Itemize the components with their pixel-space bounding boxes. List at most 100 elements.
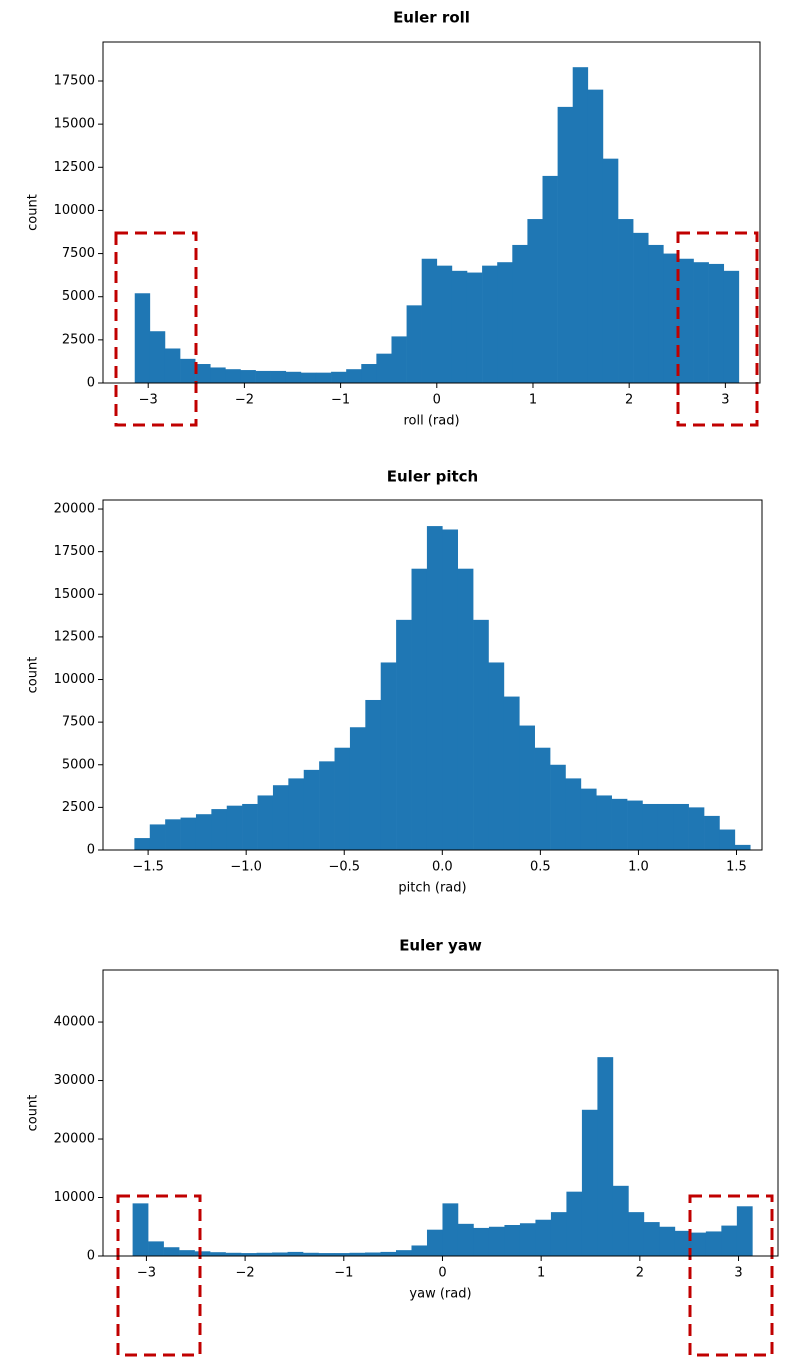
bar bbox=[642, 803, 659, 850]
bar bbox=[225, 1252, 242, 1256]
bar bbox=[411, 1245, 428, 1256]
x-tick-label: 0 bbox=[438, 1266, 446, 1281]
bar bbox=[643, 1222, 660, 1256]
bar bbox=[618, 219, 634, 383]
bar bbox=[457, 1223, 474, 1256]
bar bbox=[288, 778, 305, 850]
bar bbox=[331, 371, 347, 383]
bar bbox=[473, 619, 489, 850]
y-tick-label: 0 bbox=[87, 843, 95, 858]
bar bbox=[723, 270, 740, 383]
bar bbox=[542, 175, 558, 383]
axes-frame bbox=[102, 41, 761, 384]
bar bbox=[719, 829, 736, 850]
bar bbox=[256, 1252, 273, 1256]
chart-title: Euler pitch bbox=[387, 468, 478, 486]
x-tick-label: −1.5 bbox=[132, 860, 164, 875]
x-tick-label: 2 bbox=[625, 393, 633, 408]
x-tick-label: −1 bbox=[334, 1266, 353, 1281]
bar bbox=[255, 370, 271, 383]
bar bbox=[534, 747, 551, 850]
highlight-box bbox=[676, 231, 759, 427]
bar bbox=[663, 253, 679, 383]
x-tick-label: −1 bbox=[331, 393, 350, 408]
y-tick-label: 2500 bbox=[62, 332, 95, 347]
bar bbox=[633, 232, 649, 383]
y-tick-label: 10000 bbox=[54, 203, 95, 218]
bar bbox=[488, 662, 505, 850]
bar bbox=[241, 1253, 257, 1256]
bar bbox=[270, 370, 287, 383]
x-tick-label: 0 bbox=[433, 393, 441, 408]
y-tick-label: 7500 bbox=[62, 246, 95, 261]
bar bbox=[149, 331, 166, 383]
bar bbox=[705, 1231, 722, 1256]
bar bbox=[503, 696, 520, 850]
bar bbox=[596, 795, 612, 850]
bar bbox=[442, 529, 459, 850]
bar bbox=[300, 372, 317, 383]
bar bbox=[334, 1253, 350, 1256]
x-tick-label: −3 bbox=[137, 1266, 156, 1281]
bar bbox=[612, 1185, 629, 1256]
bar bbox=[164, 348, 181, 383]
bar bbox=[195, 814, 212, 850]
x-tick-label: 0.0 bbox=[432, 860, 453, 875]
bar bbox=[457, 568, 474, 850]
bar bbox=[527, 219, 543, 383]
bar bbox=[473, 1227, 490, 1256]
bar bbox=[488, 1226, 505, 1256]
y-tick-label: 10000 bbox=[54, 672, 95, 687]
bar bbox=[565, 778, 582, 850]
bar bbox=[149, 824, 166, 850]
bar bbox=[361, 364, 377, 383]
y-axis-label: count bbox=[26, 657, 41, 694]
x-tick-label: 1 bbox=[529, 393, 537, 408]
y-tick-label: 0 bbox=[87, 376, 95, 391]
bar bbox=[319, 761, 335, 850]
y-tick-label: 15000 bbox=[54, 117, 95, 132]
bar bbox=[165, 819, 181, 850]
bar bbox=[349, 1252, 366, 1256]
bar bbox=[272, 785, 289, 850]
highlight-box bbox=[116, 1194, 202, 1357]
bar bbox=[194, 1251, 211, 1256]
bar bbox=[566, 1191, 583, 1256]
y-tick-label: 15000 bbox=[54, 587, 95, 602]
bar bbox=[436, 265, 453, 383]
bar bbox=[395, 1250, 412, 1256]
y-tick-label: 12500 bbox=[54, 629, 95, 644]
bar bbox=[497, 262, 513, 383]
chart-title: Euler yaw bbox=[399, 937, 482, 955]
highlight-box bbox=[114, 231, 198, 427]
bar bbox=[225, 369, 241, 383]
bar bbox=[257, 795, 274, 850]
bar bbox=[597, 1057, 614, 1256]
bar bbox=[210, 1252, 226, 1256]
bar bbox=[380, 662, 397, 850]
bar bbox=[627, 800, 643, 850]
x-tick-label: −2 bbox=[236, 1266, 255, 1281]
bar bbox=[180, 817, 197, 850]
bar bbox=[602, 158, 619, 383]
bar bbox=[426, 526, 443, 850]
bar bbox=[704, 815, 720, 850]
y-tick-label: 40000 bbox=[54, 1015, 95, 1030]
x-axis-label: pitch (rad) bbox=[398, 881, 466, 896]
bar bbox=[365, 699, 382, 850]
x-tick-label: −1.0 bbox=[230, 860, 262, 875]
bar bbox=[659, 1226, 676, 1256]
bar bbox=[451, 270, 468, 383]
bar bbox=[303, 1252, 319, 1256]
bar bbox=[580, 788, 597, 850]
bar bbox=[132, 1203, 149, 1256]
bar bbox=[482, 265, 498, 383]
x-axis-label: yaw (rad) bbox=[409, 1287, 471, 1302]
y-axis-label: count bbox=[26, 1095, 41, 1132]
bar bbox=[426, 1229, 443, 1256]
x-axis-label: roll (rad) bbox=[403, 414, 459, 429]
bar bbox=[226, 805, 243, 850]
bar bbox=[519, 725, 535, 850]
bar bbox=[303, 769, 320, 850]
